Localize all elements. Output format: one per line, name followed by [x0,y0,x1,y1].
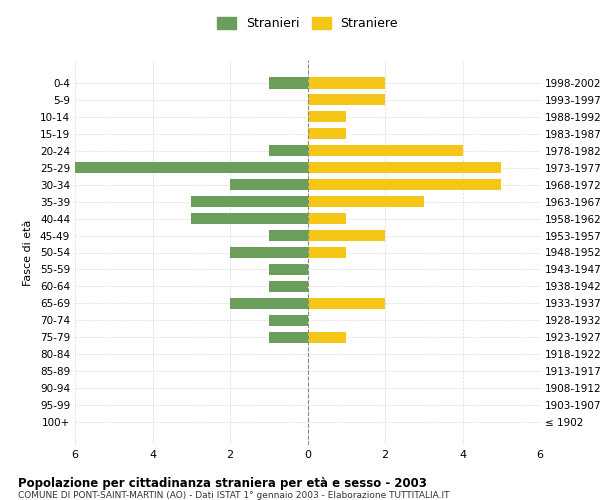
Bar [308,247,346,258]
Text: COMUNE DI PONT-SAINT-MARTIN (AO) - Dati ISTAT 1° gennaio 2003 - Elaborazione TUT: COMUNE DI PONT-SAINT-MARTIN (AO) - Dati … [18,491,449,500]
Bar [230,298,308,309]
Bar [308,213,346,224]
Bar [308,162,501,173]
Bar [269,78,308,88]
Bar [191,196,308,207]
Bar [269,281,308,292]
Bar [191,213,308,224]
Bar [308,94,385,106]
Bar [308,112,346,122]
Bar [308,179,501,190]
Bar [269,146,308,156]
Bar [230,247,308,258]
Bar [308,78,385,88]
Bar [308,128,346,140]
Bar [308,298,385,309]
Text: Popolazione per cittadinanza straniera per età e sesso - 2003: Popolazione per cittadinanza straniera p… [18,478,427,490]
Bar [308,196,424,207]
Bar [269,315,308,326]
Y-axis label: Fasce di età: Fasce di età [23,220,33,286]
Bar [308,146,463,156]
Bar [308,332,346,343]
Bar [269,332,308,343]
Bar [269,230,308,241]
Legend: Stranieri, Straniere: Stranieri, Straniere [212,12,403,36]
Bar [308,230,385,241]
Bar [75,162,308,173]
Bar [269,264,308,275]
Bar [230,179,308,190]
